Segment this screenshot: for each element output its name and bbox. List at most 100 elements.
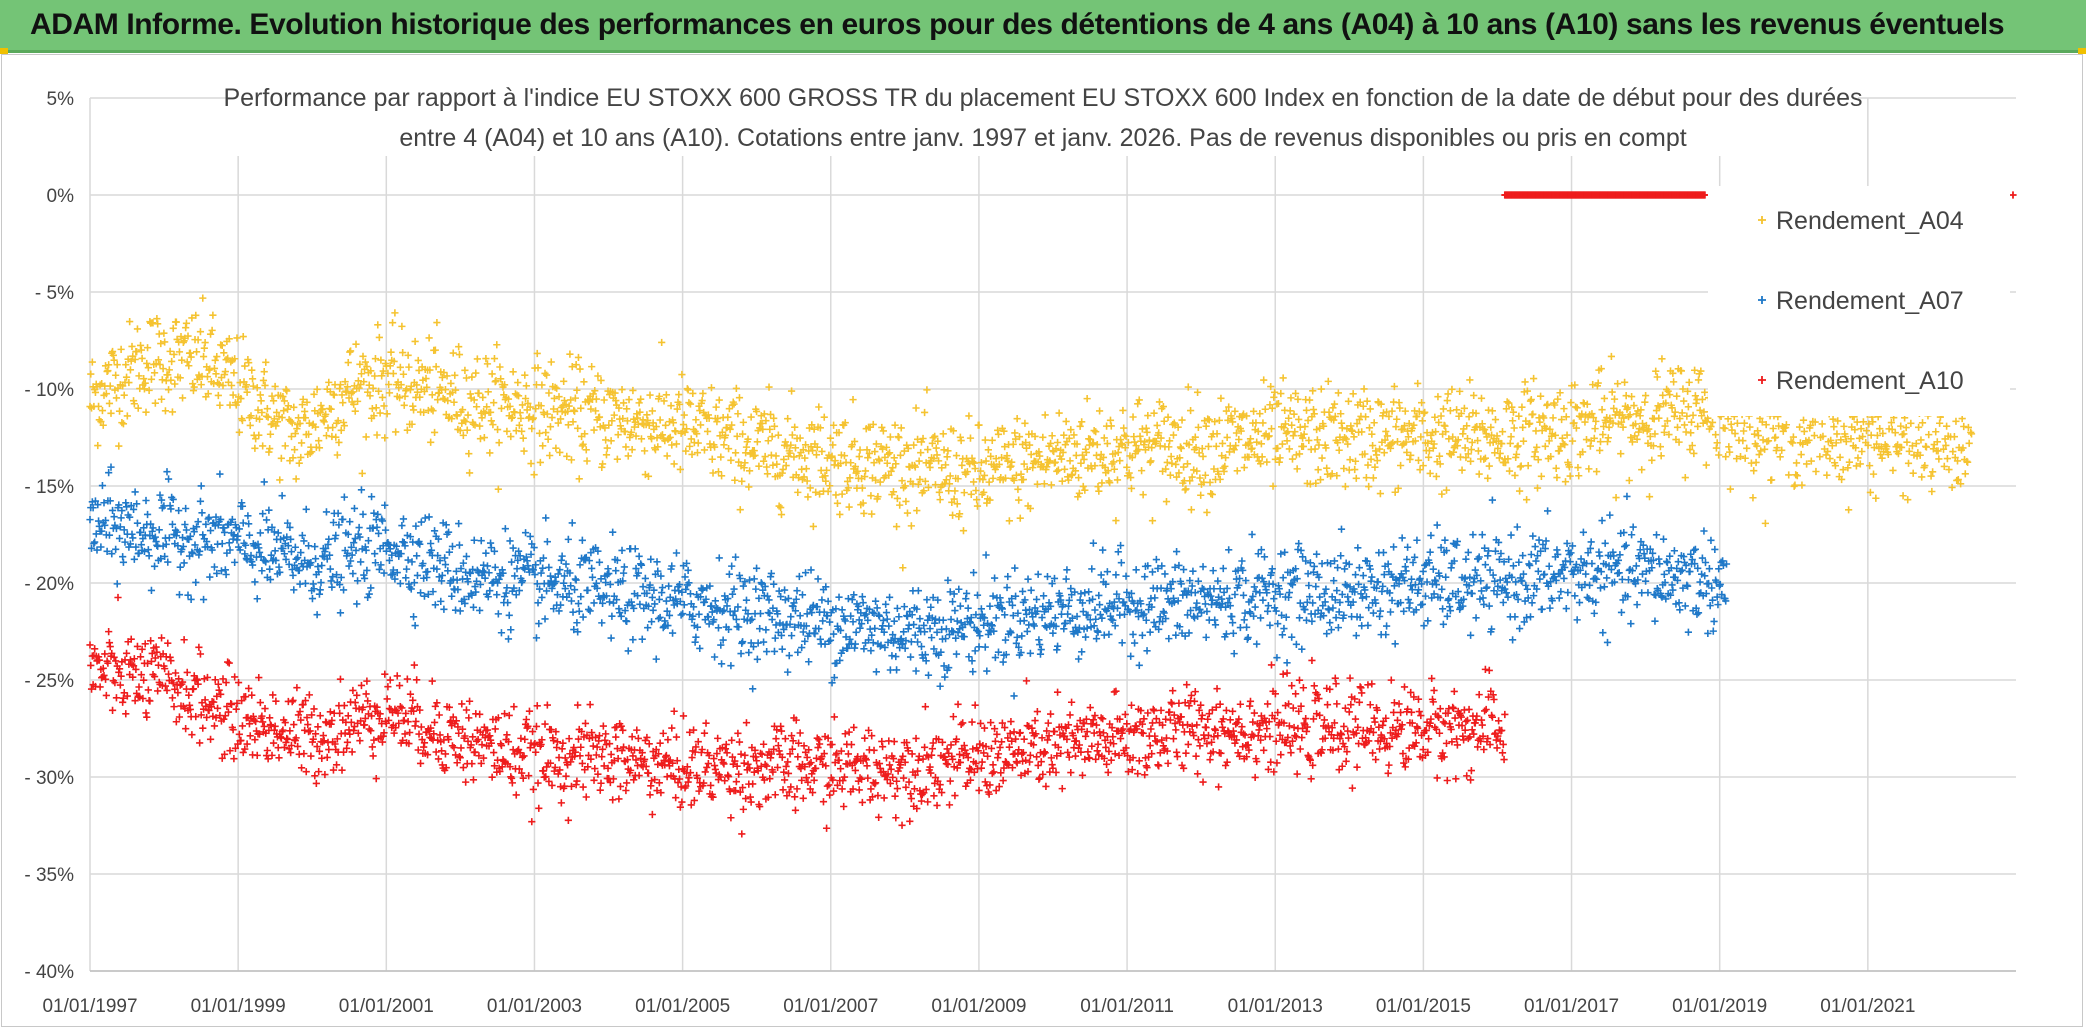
point-Rendement_A07 bbox=[1366, 565, 1374, 573]
point-Rendement_A04 bbox=[1502, 459, 1510, 467]
point-Rendement_A07 bbox=[1406, 599, 1414, 607]
point-Rendement_A07 bbox=[521, 529, 530, 537]
point-Rendement_A04 bbox=[717, 453, 725, 461]
point-Rendement_A07 bbox=[1312, 582, 1320, 591]
point-Rendement_A07 bbox=[648, 593, 656, 602]
point-Rendement_A04 bbox=[206, 330, 215, 338]
point-Rendement_A07 bbox=[1416, 574, 1424, 583]
point-Rendement_A04 bbox=[1314, 466, 1322, 474]
point-Rendement_A04 bbox=[514, 392, 523, 400]
point-Rendement_A04 bbox=[159, 365, 167, 373]
point-Rendement_A04 bbox=[264, 413, 272, 421]
point-Rendement_A07 bbox=[541, 615, 549, 623]
point-Rendement_A04 bbox=[694, 439, 702, 447]
point-Rendement_A04 bbox=[143, 359, 151, 368]
point-Rendement_A04 bbox=[801, 454, 809, 462]
point-Rendement_A10 bbox=[404, 718, 412, 726]
point-Rendement_A04 bbox=[965, 412, 973, 420]
point-Rendement_A04 bbox=[503, 427, 511, 435]
point-Rendement_A04 bbox=[211, 356, 219, 364]
point-Rendement_A07 bbox=[326, 565, 334, 573]
point-Rendement_A04 bbox=[420, 408, 428, 416]
point-Rendement_A04 bbox=[388, 319, 397, 327]
point-Rendement_A04 bbox=[1553, 473, 1561, 482]
point-Rendement_A04 bbox=[1381, 436, 1389, 444]
point-Rendement_A04 bbox=[1793, 472, 1801, 480]
point-Rendement_A04 bbox=[984, 446, 992, 454]
point-Rendement_A07 bbox=[1365, 604, 1373, 612]
point-Rendement_A04 bbox=[1776, 453, 1784, 461]
point-Rendement_A04 bbox=[1458, 466, 1466, 474]
point-Rendement_A07 bbox=[1256, 589, 1264, 597]
point-Rendement_A10 bbox=[406, 728, 414, 737]
point-Rendement_A04 bbox=[546, 423, 555, 431]
point-Rendement_A10 bbox=[325, 745, 333, 754]
point-Rendement_A04 bbox=[1110, 465, 1118, 473]
point-Rendement_A04 bbox=[1122, 432, 1130, 440]
point-Rendement_A04 bbox=[187, 353, 195, 361]
point-Rendement_A04 bbox=[374, 387, 383, 395]
point-Rendement_A04 bbox=[278, 414, 286, 422]
point-Rendement_A07 bbox=[556, 566, 564, 574]
point-Rendement_A07 bbox=[399, 515, 408, 523]
point-Rendement_A04 bbox=[806, 484, 814, 492]
point-Rendement_A07 bbox=[579, 613, 587, 621]
point-Rendement_A04 bbox=[133, 348, 141, 356]
point-Rendement_A07 bbox=[245, 531, 254, 539]
point-Rendement_A04 bbox=[1463, 422, 1471, 430]
point-Rendement_A07 bbox=[684, 566, 692, 574]
point-Rendement_A04 bbox=[1001, 443, 1009, 451]
point-Rendement_A04 bbox=[741, 459, 749, 467]
point-Rendement_A04 bbox=[660, 397, 668, 405]
point-Rendement_A04 bbox=[1739, 437, 1747, 445]
point-Rendement_A04 bbox=[1260, 376, 1268, 384]
point-Rendement_A04 bbox=[1210, 465, 1218, 473]
point-Rendement_A04 bbox=[929, 434, 937, 442]
point-Rendement_A10 bbox=[289, 696, 297, 705]
point-Rendement_A04 bbox=[1869, 470, 1878, 478]
point-Rendement_A07 bbox=[503, 584, 511, 592]
point-Rendement_A04 bbox=[822, 477, 830, 485]
point-Rendement_A07 bbox=[477, 537, 485, 545]
point-Rendement_A04 bbox=[1840, 422, 1848, 430]
point-Rendement_A04 bbox=[1155, 429, 1163, 437]
point-Rendement_A04 bbox=[335, 438, 343, 447]
point-Rendement_A07 bbox=[150, 562, 159, 570]
point-Rendement_A04 bbox=[1960, 422, 1968, 431]
point-Rendement_A10 bbox=[401, 730, 409, 738]
point-Rendement_A04 bbox=[673, 405, 681, 413]
point-Rendement_A07 bbox=[1160, 609, 1168, 617]
point-Rendement_A10 bbox=[239, 748, 247, 757]
point-Rendement_A04 bbox=[542, 371, 551, 379]
point-Rendement_A04 bbox=[215, 380, 223, 388]
point-Rendement_A07 bbox=[1032, 595, 1041, 604]
point-Rendement_A04 bbox=[826, 434, 835, 442]
point-Rendement_A04 bbox=[1628, 392, 1636, 401]
x-tick-label: 01/01/2003 bbox=[487, 996, 582, 1017]
point-Rendement_A04 bbox=[1506, 439, 1514, 448]
point-Rendement_A07 bbox=[1598, 516, 1606, 525]
point-Rendement_A07 bbox=[1039, 592, 1048, 600]
point-Rendement_A07 bbox=[504, 635, 513, 643]
point-Rendement_A07 bbox=[1579, 528, 1587, 536]
point-Rendement_A07 bbox=[883, 615, 891, 623]
point-Rendement_A04 bbox=[189, 380, 197, 388]
point-Rendement_A07 bbox=[814, 575, 822, 583]
point-Rendement_A04 bbox=[1258, 453, 1266, 461]
point-Rendement_A04 bbox=[1504, 455, 1512, 463]
point-Rendement_A07 bbox=[545, 563, 553, 572]
point-Rendement_A04 bbox=[1046, 457, 1054, 465]
point-Rendement_A04 bbox=[1383, 432, 1391, 440]
point-Rendement_A04 bbox=[1653, 373, 1661, 381]
point-Rendement_A07 bbox=[1081, 633, 1090, 641]
point-Rendement_A04 bbox=[1757, 447, 1765, 455]
point-Rendement_A04 bbox=[1178, 416, 1186, 424]
point-Rendement_A04 bbox=[930, 454, 938, 463]
point-Rendement_A04 bbox=[1556, 389, 1564, 397]
point-Rendement_A04 bbox=[520, 447, 528, 455]
point-Rendement_A04 bbox=[951, 487, 959, 495]
point-Rendement_A07 bbox=[569, 608, 577, 616]
point-Rendement_A07 bbox=[1519, 551, 1527, 560]
point-Rendement_A04 bbox=[306, 449, 314, 457]
point-Rendement_A07 bbox=[1659, 535, 1668, 543]
